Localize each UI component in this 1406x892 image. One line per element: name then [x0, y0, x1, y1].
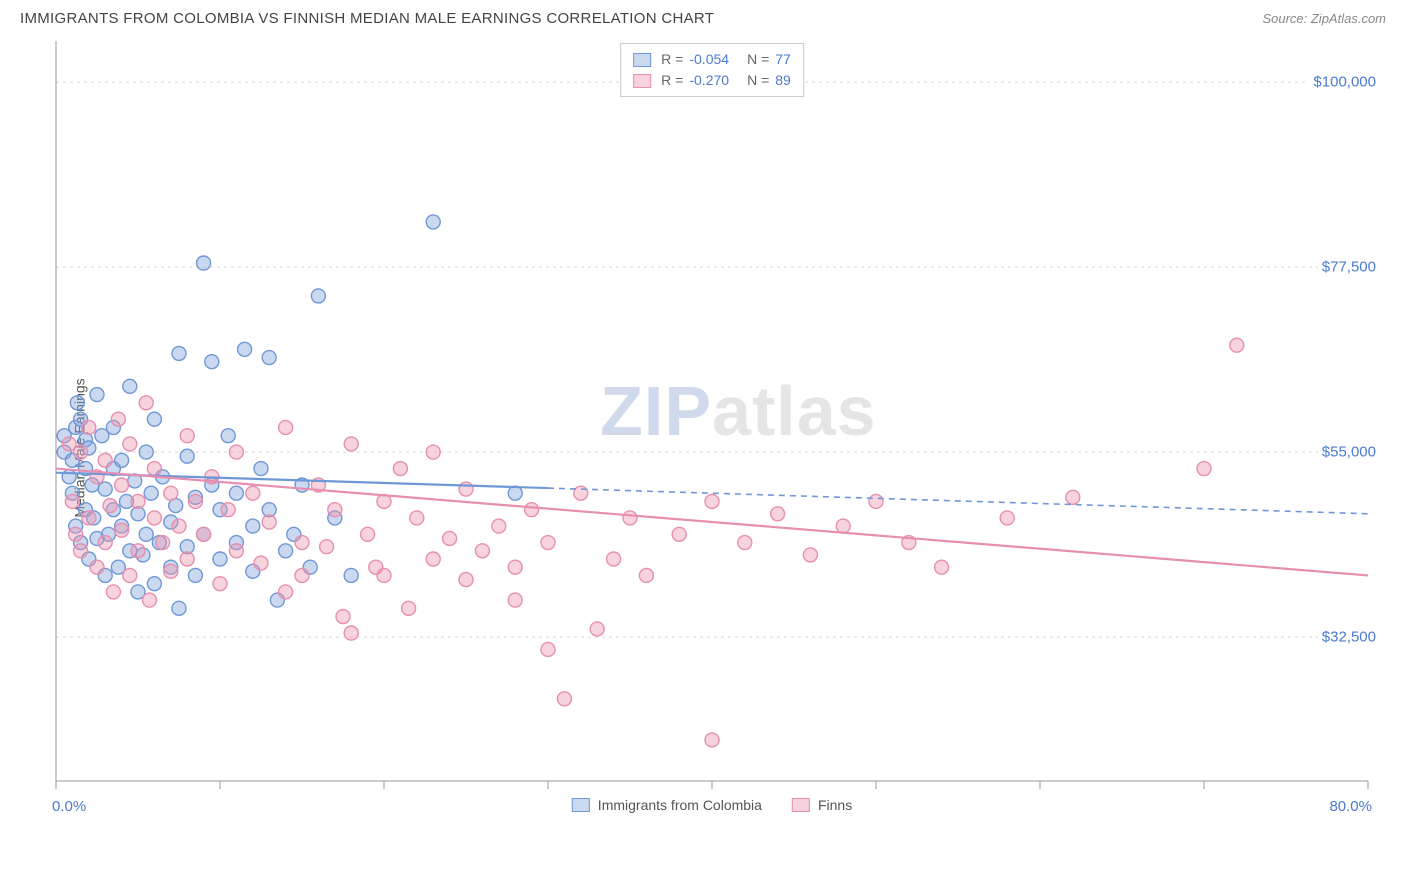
stats-row-colombia: R = -0.054 N = 77	[633, 49, 791, 70]
legend-item-finns: Finns	[792, 797, 852, 813]
r-label: R =	[661, 70, 683, 91]
r-label: R =	[661, 49, 683, 70]
stats-row-finns: R = -0.270 N = 89	[633, 70, 791, 91]
series-legend: Immigrants from Colombia Finns	[572, 797, 852, 813]
y-tick-label: $77,500	[1318, 259, 1376, 276]
x-axis-max-label: 80.0%	[1329, 798, 1372, 815]
chart-header: IMMIGRANTS FROM COLOMBIA VS FINNISH MEDI…	[0, 0, 1406, 33]
y-tick-label: $100,000	[1309, 74, 1376, 91]
legend-label-finns: Finns	[818, 797, 852, 813]
legend-item-colombia: Immigrants from Colombia	[572, 797, 762, 813]
legend-label-colombia: Immigrants from Colombia	[598, 797, 762, 813]
x-axis-min-label: 0.0%	[52, 798, 86, 815]
y-tick-label: $32,500	[1318, 629, 1376, 646]
swatch-colombia	[633, 53, 651, 67]
source-attribution: Source: ZipAtlas.com	[1262, 11, 1386, 26]
swatch-finns	[792, 798, 810, 812]
swatch-colombia	[572, 798, 590, 812]
swatch-finns	[633, 74, 651, 88]
n-value-colombia: 77	[775, 49, 791, 70]
r-value-colombia: -0.054	[689, 49, 729, 70]
chart-title: IMMIGRANTS FROM COLOMBIA VS FINNISH MEDI…	[20, 10, 714, 27]
plot-area: ZIPatlas R = -0.054 N = 77 R = -0.270 N …	[52, 41, 1372, 811]
scatter-svg	[52, 41, 1372, 811]
n-value-finns: 89	[775, 70, 791, 91]
chart-container: Median Male Earnings ZIPatlas R = -0.054…	[18, 33, 1388, 863]
n-label: N =	[747, 70, 769, 91]
r-value-finns: -0.270	[689, 70, 729, 91]
y-tick-label: $55,000	[1318, 444, 1376, 461]
n-label: N =	[747, 49, 769, 70]
stats-legend: R = -0.054 N = 77 R = -0.270 N = 89	[620, 43, 804, 97]
